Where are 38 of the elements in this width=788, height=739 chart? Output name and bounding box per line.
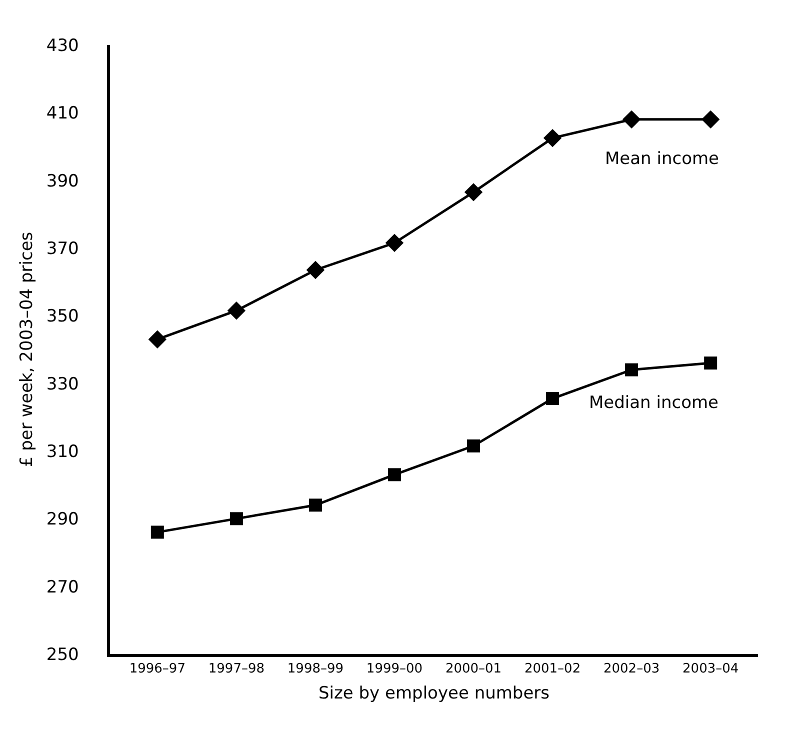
y-tick-label: 290 xyxy=(46,510,79,530)
x-tick-label: 1999–00 xyxy=(366,661,423,676)
point xyxy=(227,301,246,320)
y-tick-label: 430 xyxy=(46,36,79,56)
y-tick-label: 330 xyxy=(46,374,79,394)
x-tick-label: 2002–03 xyxy=(603,661,660,676)
x-tick-label: 1998–99 xyxy=(287,661,344,676)
point xyxy=(150,526,164,539)
x-tick-label: 2000–01 xyxy=(445,661,502,676)
point xyxy=(388,468,401,482)
x-tick-label: 1997–98 xyxy=(208,661,265,676)
y-tick-label: 390 xyxy=(46,171,79,192)
y-tick-label: 370 xyxy=(46,238,79,259)
y-tick-label: 270 xyxy=(46,577,79,598)
x-axis-title: Size by employee numbers xyxy=(318,684,550,704)
y-tick-label: 250 xyxy=(46,644,79,665)
point xyxy=(625,363,638,376)
series-label: Mean income xyxy=(605,149,719,169)
point xyxy=(467,439,480,452)
point xyxy=(308,498,322,512)
series-label: Median income xyxy=(589,393,719,413)
x-tick-label: 2001–02 xyxy=(524,661,581,676)
point xyxy=(543,128,562,148)
point xyxy=(148,330,167,348)
point xyxy=(701,110,720,129)
point xyxy=(464,183,483,202)
point xyxy=(704,356,718,370)
point xyxy=(385,234,404,252)
y-tick-label: 310 xyxy=(46,442,79,462)
x-tick-label: 1996–97 xyxy=(129,661,186,676)
point xyxy=(622,110,641,129)
point xyxy=(546,392,560,406)
point xyxy=(306,260,325,280)
point xyxy=(230,512,243,526)
x-tick-label: 2003–04 xyxy=(682,661,739,676)
y-axis-title: £ per week, 2003–04 prices xyxy=(16,232,37,468)
y-tick-label: 410 xyxy=(46,104,79,124)
y-tick-label: 350 xyxy=(46,306,79,327)
